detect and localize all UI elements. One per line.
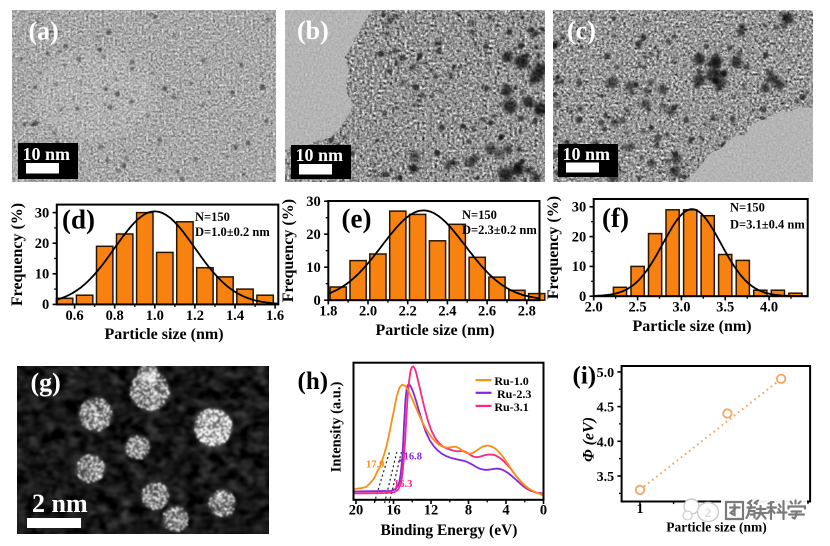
svg-text:(b): (b) <box>297 16 329 45</box>
svg-text:0.8: 0.8 <box>106 308 124 324</box>
svg-text:1.6: 1.6 <box>266 308 284 324</box>
svg-text:(e): (e) <box>342 204 372 234</box>
svg-text:(d): (d) <box>62 205 95 235</box>
svg-text:Ru-2.3: Ru-2.3 <box>497 387 531 401</box>
svg-text:16: 16 <box>386 503 401 519</box>
svg-text:D=1.0±0.2 nm: D=1.0±0.2 nm <box>195 225 270 239</box>
svg-text:Particle size (nm): Particle size (nm) <box>666 519 766 534</box>
svg-text:16.8: 16.8 <box>404 451 422 462</box>
svg-text:0: 0 <box>579 289 586 305</box>
svg-text:2 nm: 2 nm <box>32 489 88 518</box>
svg-text:Frequency (%): Frequency (%) <box>545 196 562 299</box>
svg-text:12: 12 <box>424 503 439 519</box>
svg-text:4.0: 4.0 <box>597 435 615 450</box>
svg-text:4: 4 <box>502 503 509 519</box>
svg-text:20: 20 <box>35 236 50 252</box>
svg-text:10 nm: 10 nm <box>296 145 344 165</box>
svg-text:2.0: 2.0 <box>585 300 603 316</box>
svg-text:0: 0 <box>540 503 547 519</box>
svg-text:(h): (h) <box>298 368 329 395</box>
svg-text:10: 10 <box>306 260 321 276</box>
svg-text:(c): (c) <box>567 16 596 45</box>
svg-text:N=150: N=150 <box>730 201 765 215</box>
svg-text:8: 8 <box>465 503 472 519</box>
svg-text:Ru-1.0: Ru-1.0 <box>494 374 528 388</box>
svg-text:1.4: 1.4 <box>226 308 244 324</box>
svg-text:D=3.1±0.4 nm: D=3.1±0.4 nm <box>730 218 805 232</box>
svg-text:D=2.3±0.2 nm: D=2.3±0.2 nm <box>462 223 537 237</box>
svg-text:10: 10 <box>572 259 587 275</box>
svg-text:30: 30 <box>572 200 587 216</box>
svg-text:2.2: 2.2 <box>399 304 417 320</box>
svg-text:Particle size (nm): Particle size (nm) <box>632 318 751 335</box>
svg-text:N=150: N=150 <box>195 210 230 224</box>
svg-text:20: 20 <box>349 503 364 519</box>
svg-text:10: 10 <box>35 267 50 283</box>
svg-text:Particle size (nm): Particle size (nm) <box>104 326 223 343</box>
svg-text:30: 30 <box>306 194 321 210</box>
svg-text:20: 20 <box>572 229 587 245</box>
svg-text:N=150: N=150 <box>462 208 497 222</box>
svg-text:10 nm: 10 nm <box>563 144 611 164</box>
svg-text:1.0: 1.0 <box>146 308 164 324</box>
svg-text:3.5: 3.5 <box>597 470 615 485</box>
svg-text:Binding Energy (eV): Binding Energy (eV) <box>381 522 518 539</box>
svg-text:2.4: 2.4 <box>438 304 456 320</box>
svg-text:1.2: 1.2 <box>186 308 204 324</box>
svg-text:17.9: 17.9 <box>366 460 384 471</box>
svg-text:30: 30 <box>35 205 50 221</box>
svg-text:(i): (i) <box>573 362 597 389</box>
svg-text:20: 20 <box>306 227 321 243</box>
svg-text:Frequency (%): Frequency (%) <box>280 199 297 302</box>
svg-text:Particle size (nm): Particle size (nm) <box>375 322 494 339</box>
svg-text:2.5: 2.5 <box>629 300 647 316</box>
svg-text:Frequency (%): Frequency (%) <box>9 203 26 306</box>
svg-text:4.5: 4.5 <box>597 401 615 416</box>
svg-text:(a): (a) <box>29 17 59 46</box>
svg-text:2.0: 2.0 <box>359 304 377 320</box>
svg-text:10 nm: 10 nm <box>23 144 71 164</box>
svg-text:4.0: 4.0 <box>760 300 778 316</box>
svg-text:3.5: 3.5 <box>716 300 734 316</box>
svg-text:(g): (g) <box>31 368 61 397</box>
svg-text:0: 0 <box>314 293 321 309</box>
svg-text:Φ (eV): Φ (eV) <box>581 417 598 462</box>
svg-text:3.0: 3.0 <box>672 300 690 316</box>
svg-text:0: 0 <box>42 297 49 313</box>
svg-text:2.8: 2.8 <box>518 304 536 320</box>
svg-text:1.8: 1.8 <box>319 304 337 320</box>
svg-text:5.0: 5.0 <box>597 366 615 381</box>
svg-text:Ru-3.1: Ru-3.1 <box>494 400 528 414</box>
svg-text:(f): (f) <box>602 203 629 233</box>
svg-text:1: 1 <box>637 502 644 517</box>
svg-text:2.6: 2.6 <box>478 304 496 320</box>
svg-text:0.6: 0.6 <box>66 308 84 324</box>
svg-text:16.3: 16.3 <box>394 479 412 490</box>
svg-text:Intensity (a.u.): Intensity (a.u.) <box>329 382 345 473</box>
svg-text:2: 2 <box>705 505 712 520</box>
